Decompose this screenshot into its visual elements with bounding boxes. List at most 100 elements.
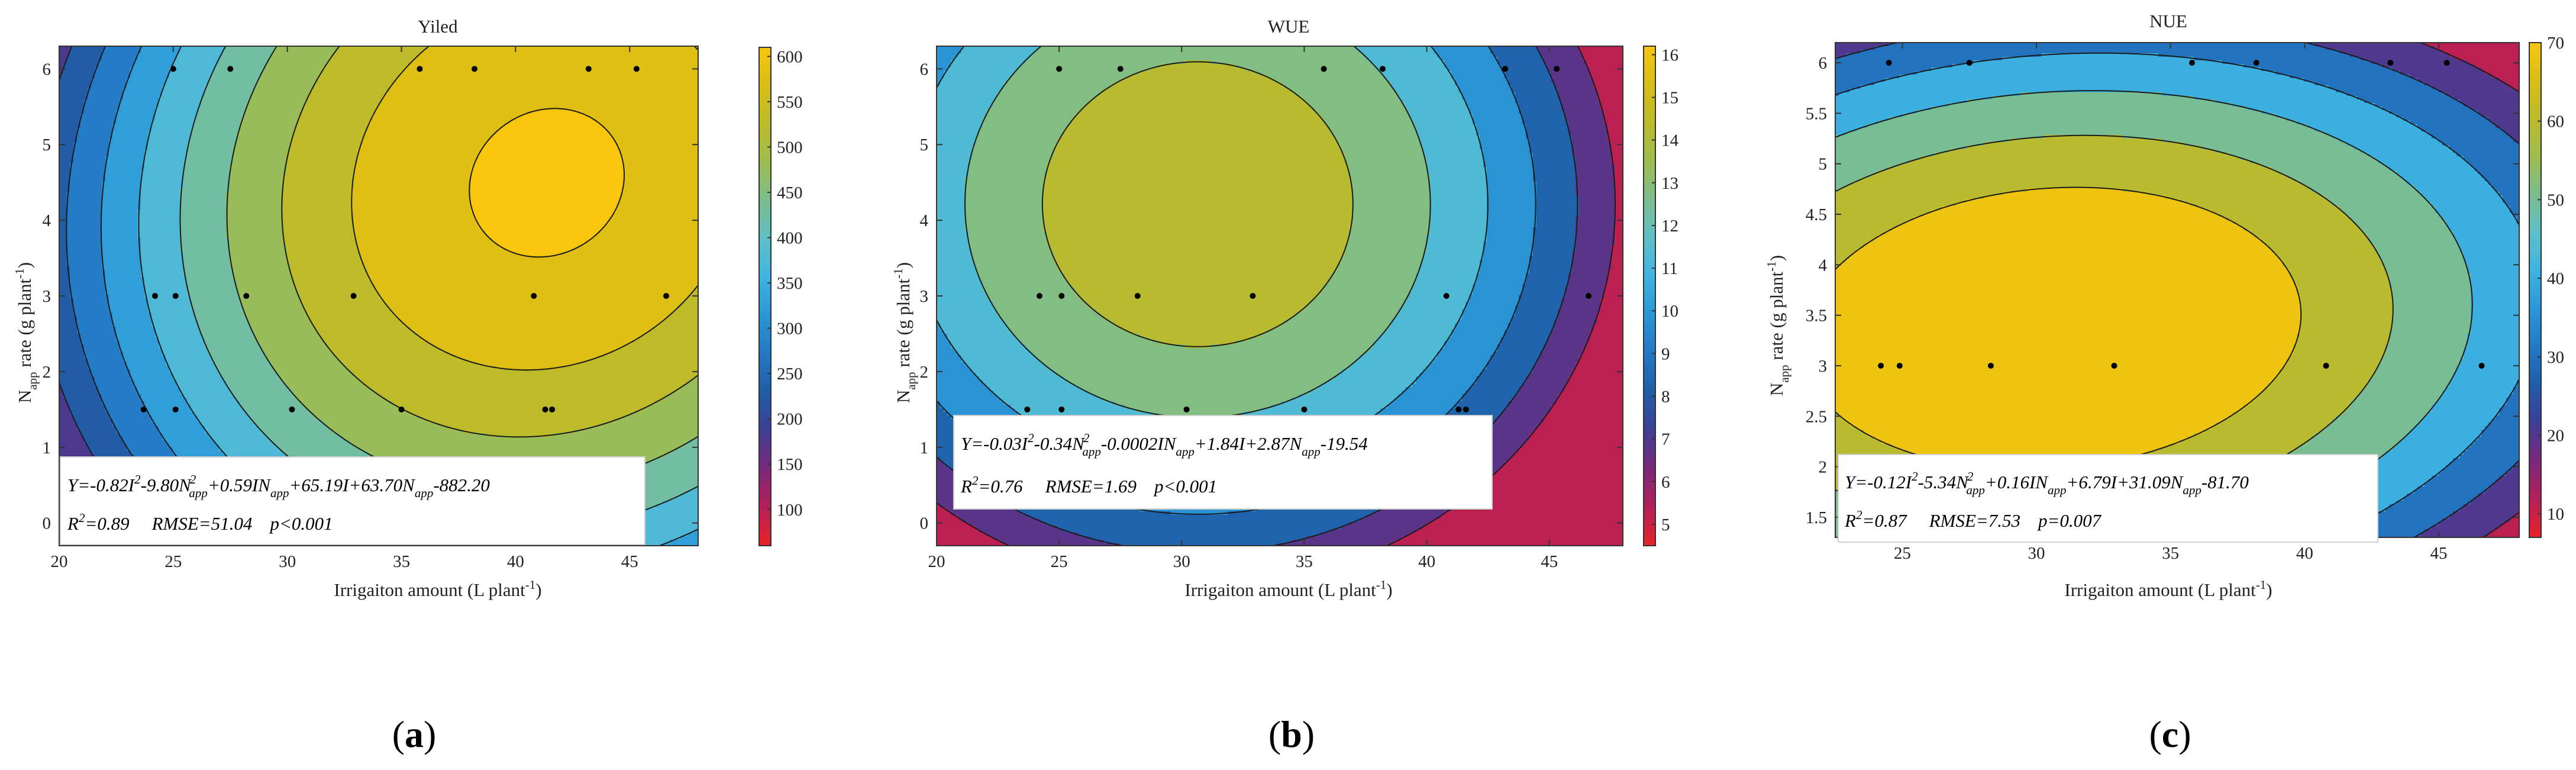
panel-c-x-tick-label: 40 <box>2296 544 2313 563</box>
panel-c-x-tick-label: 45 <box>2430 544 2448 563</box>
panel-a-colorbar-segment <box>759 97 771 102</box>
panel-a-colorbar-segment <box>759 288 771 293</box>
panel-a-colorbar-segment <box>759 51 771 56</box>
panel-a-colorbar-segment <box>759 413 771 417</box>
panel-b-colorbar-segment <box>1644 296 1655 301</box>
panel-b-colorbar-segment <box>1644 437 1655 442</box>
panel-c-colorbar-segment <box>2529 150 2541 154</box>
panel-c-colorbar-segment <box>2529 63 2541 68</box>
panel-a-y-tick-label: 5 <box>43 136 51 154</box>
panel-c-colorbar-tick-label: 50 <box>2547 191 2564 210</box>
panel-b-colorbar-segment <box>1644 71 1655 76</box>
panel-c-colorbar-segment <box>2529 228 2541 233</box>
panel-a-colorbar-segment <box>759 459 771 463</box>
panel-c-colorbar-segment <box>2529 418 2541 423</box>
panel-a-x-tick-label: 40 <box>507 552 524 571</box>
panel-c-colorbar-segment <box>2529 236 2541 241</box>
panel-a-colorbar-segment <box>759 239 771 243</box>
panel-a-colorbar-segment <box>759 151 771 156</box>
panel-a-colorbar-segment <box>759 426 771 430</box>
panel-b-colorbar-segment <box>1644 525 1655 530</box>
panel-b-colorbar-segment <box>1644 109 1655 114</box>
panel-a-colorbar-segment <box>759 334 771 339</box>
panel-a-colorbar-tick-label: 400 <box>777 228 803 247</box>
panel-a-colorbar-segment <box>759 471 771 476</box>
panel-b-colorbar-tick-label: 7 <box>1661 430 1670 449</box>
panel-b-colorbar-segment <box>1644 484 1655 488</box>
panel-a-equation-background <box>60 457 645 545</box>
panel-b-colorbar-segment <box>1644 462 1655 467</box>
panel-a-data-point <box>531 293 537 299</box>
panel-c-data-point <box>1878 363 1884 369</box>
panel-a-colorbar-segment <box>759 172 771 177</box>
panel-a-colorbar-segment <box>759 446 771 451</box>
panel-b-colorbar-segment <box>1644 508 1655 513</box>
panel-a-colorbar-segment <box>759 147 771 152</box>
panel-b-x-tick-label: 40 <box>1418 552 1435 571</box>
panel-b-colorbar-segment <box>1644 517 1655 521</box>
panel-a-data-point <box>634 66 640 72</box>
panel-b-colorbar-segment <box>1644 159 1655 163</box>
panel-a-colorbar-segment <box>759 109 771 114</box>
panel-c-colorbar-segment <box>2529 340 2541 344</box>
panel-c-colorbar-segment <box>2529 101 2541 105</box>
panel-c-colorbar-segment <box>2529 405 2541 410</box>
panel-b-colorbar-segment <box>1644 183 1655 188</box>
panel-c-colorbar-segment <box>2529 141 2541 146</box>
panel-b-colorbar-segment <box>1644 466 1655 471</box>
panel-b-y-tick-label: 0 <box>920 514 929 533</box>
panel-b-colorbar-segment <box>1644 163 1655 167</box>
panel-a-colorbar-segment <box>759 475 771 480</box>
panel-b-colorbar-tick-label: 12 <box>1661 217 1678 236</box>
panel-a-colorbar-segment <box>759 363 771 368</box>
panel-a-colorbar-segment <box>759 118 771 123</box>
panel-c-xlabel: Irrigaiton amount (L plant-1) <box>2064 578 2272 600</box>
panel-a-colorbar-segment <box>759 375 771 380</box>
panel-c-colorbar-segment <box>2529 439 2541 443</box>
panel-c-colorbar-segment <box>2529 504 2541 509</box>
panel-a-colorbar-segment <box>759 259 771 264</box>
panel-a-colorbar-segment <box>759 533 771 538</box>
panel-c-y-tick-label: 2 <box>1819 458 1828 477</box>
panel-c-colorbar-segment <box>2529 59 2541 64</box>
panel-b-colorbar-segment <box>1644 275 1655 280</box>
panel-a-colorbar-segment <box>759 122 771 127</box>
panel-b-colorbar-segment <box>1644 529 1655 534</box>
panel-b-y-tick-label: 3 <box>920 287 929 306</box>
panel-b-colorbar-segment <box>1644 208 1655 213</box>
panel-a-colorbar-segment <box>759 80 771 85</box>
panel-c-colorbar-segment <box>2529 154 2541 159</box>
panel-c-stats: R2=0.87 RMSE=7.53 p=0.007 <box>1844 508 2102 531</box>
panel-b-colorbar-tick-label: 11 <box>1661 259 1678 278</box>
panel-a-colorbar-segment <box>759 496 771 501</box>
panel-b-colorbar-segment <box>1644 229 1655 234</box>
panel-b-colorbar-segment <box>1644 458 1655 463</box>
panel-b-data-point <box>1024 407 1030 413</box>
panel-c-colorbar-segment <box>2529 323 2541 328</box>
panel-a-data-point <box>173 293 179 299</box>
panel-c-colorbar-segment <box>2529 158 2541 163</box>
panel-c-colorbar-segment <box>2529 327 2541 332</box>
panel-b-colorbar-tick-label: 10 <box>1661 302 1678 321</box>
panel-a-colorbar-tick-label: 550 <box>777 93 803 112</box>
panel-a-colorbar-segment <box>759 400 771 405</box>
panel-c-colorbar-segment <box>2529 166 2541 171</box>
panel-c-colorbar-segment <box>2529 290 2541 295</box>
panel-a-colorbar-segment <box>759 210 771 214</box>
panel-c-colorbar-segment <box>2529 220 2541 225</box>
panel-a-y-tick-label: 6 <box>43 60 51 79</box>
panel-b-colorbar-segment <box>1644 533 1655 538</box>
panel-a-colorbar-segment <box>759 76 771 81</box>
panel-b-colorbar-tick-label: 8 <box>1661 388 1670 407</box>
panel-c-colorbar-segment <box>2529 269 2541 274</box>
panel-b-colorbar-segment <box>1644 88 1655 92</box>
panel-b-colorbar-segment <box>1644 300 1655 305</box>
panel-a-colorbar-segment <box>759 89 771 94</box>
panel-a-data-point <box>472 66 477 72</box>
panel-b-colorbar-segment <box>1644 475 1655 479</box>
panel-b-colorbar-segment <box>1644 429 1655 434</box>
panel-b-colorbar-segment <box>1644 404 1655 409</box>
panel-a-colorbar-segment <box>759 404 771 409</box>
panel-b-colorbar-segment <box>1644 271 1655 276</box>
panel-b-colorbar-segment <box>1644 263 1655 268</box>
